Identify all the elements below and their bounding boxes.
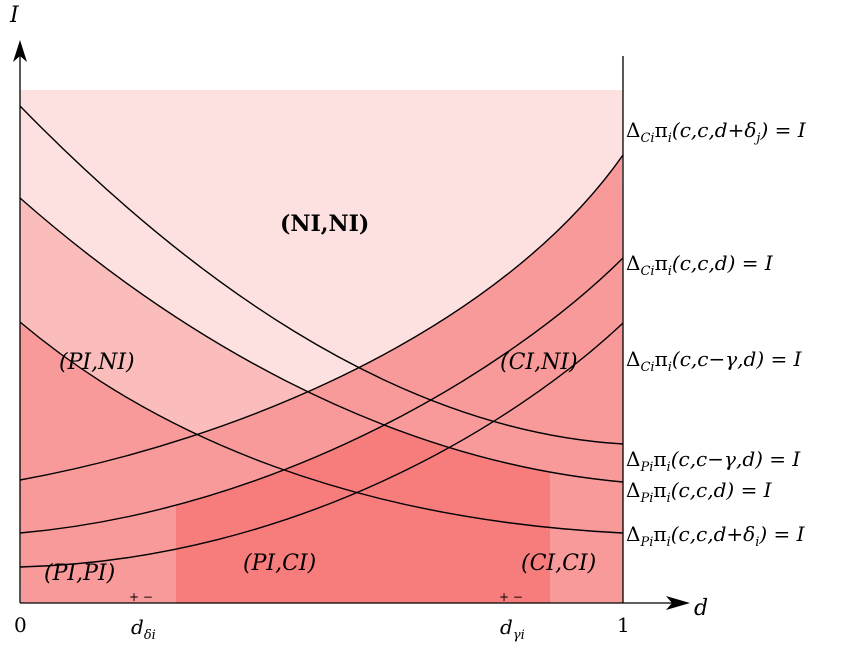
curve-labels: ΔCiπi(c,c,d+δj) = I ΔCiπi(c,c,d) = I ΔCiπi…: [626, 118, 807, 550]
x-tick-zero: 0: [14, 613, 27, 637]
curve-ci-delta-j: [20, 322, 623, 568]
region-label-ni-ni: (NI,NI): [280, 211, 369, 237]
curve-label-6: ΔPiπi(c,c,d+δi) = I: [626, 522, 806, 550]
curve-label-5: ΔPiπi(c,c,d) = I: [626, 478, 773, 506]
curve-pi-gamma: [20, 321, 623, 534]
curve-label-2: ΔCiπi(c,c,d) = I: [626, 251, 774, 279]
region-label-pi-pi: (PI,PI): [44, 561, 115, 586]
curve-label-1: ΔCiπi(c,c,d+δj) = I: [626, 118, 807, 146]
curve-ci-base: [20, 257, 623, 534]
x-tick-one: 1: [617, 613, 630, 637]
curve-pi-base: [20, 197, 623, 483]
marker-signs-delta: + −: [129, 590, 153, 604]
y-axis-label: I: [9, 3, 20, 28]
curve-label-4: ΔPiπi(c,c−γ,d) = I: [626, 447, 801, 475]
marker-d-gamma: dγi: [500, 615, 525, 643]
curve-label-3: ΔCiπi(c,c−γ,d) = I: [626, 347, 803, 375]
region-label-ci-ni: (CI,NI): [500, 350, 578, 375]
marker-signs-gamma: + −: [499, 590, 523, 604]
x-axis-arrowhead: [666, 596, 690, 610]
curve-pi-delta-j: [20, 105, 623, 445]
region-label-pi-ci: (PI,CI): [243, 551, 316, 576]
region-label-ci-ci: (CI,CI): [521, 551, 596, 576]
marker-sub-gamma: γi: [513, 628, 525, 643]
marker-sub-delta: δi: [144, 628, 156, 643]
region-deep: [176, 425, 550, 603]
x-axis-label: d: [694, 596, 708, 621]
marker-d-delta: dδi: [131, 615, 156, 643]
y-axis-arrowhead: [13, 40, 27, 62]
curve-ci-gamma: [20, 154, 623, 481]
region-label-pi-ni: (PI,NI): [59, 350, 135, 375]
